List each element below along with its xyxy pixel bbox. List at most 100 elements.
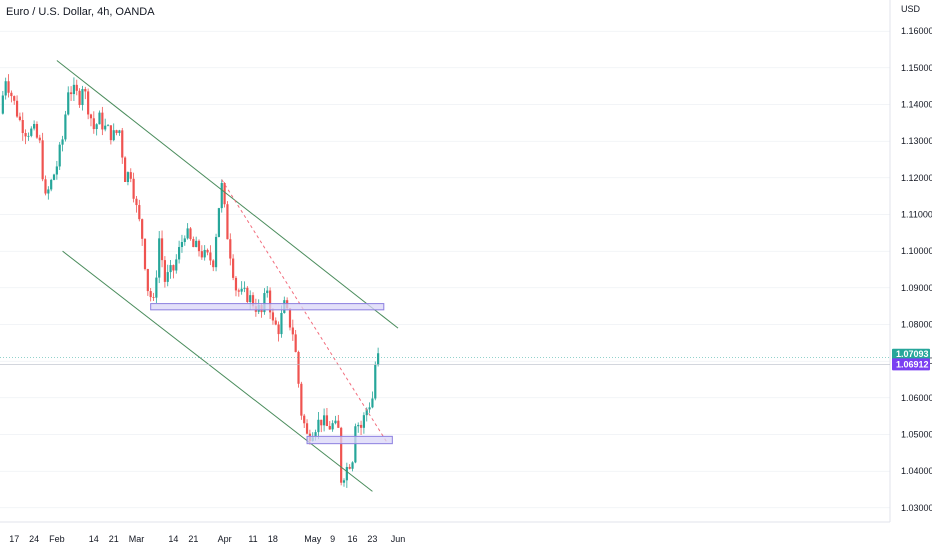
candle-body — [214, 236, 218, 268]
candle-body — [351, 462, 354, 469]
grid — [0, 30, 890, 545]
candle-body — [160, 238, 164, 261]
candle-body — [323, 415, 326, 426]
candle-body — [55, 166, 58, 175]
candle-body — [95, 124, 98, 130]
support-zone — [306, 435, 393, 445]
candle-body — [89, 114, 93, 119]
candle-body — [180, 242, 184, 248]
candle-body — [98, 112, 101, 125]
candle-body — [143, 238, 147, 270]
channel-upper-line — [56, 60, 399, 329]
candle-body — [377, 353, 380, 365]
drawings[interactable] — [56, 60, 399, 492]
candle-body — [175, 259, 178, 271]
candle-body — [291, 327, 294, 335]
time-tick-label: 14 — [168, 534, 178, 544]
resistance-zone — [150, 303, 385, 311]
candle-body — [10, 92, 13, 97]
candle-body — [243, 287, 246, 289]
symbol-title: Euro / U.S. Dollar, 4h, OANDA — [6, 6, 155, 18]
price-tick-label: 1.10000 — [901, 246, 932, 256]
price-tick-label: 1.15000 — [901, 63, 932, 73]
time-tick-label: 17 — [9, 534, 19, 544]
candle-body — [47, 189, 50, 194]
candle-body — [138, 205, 141, 220]
candle-body — [132, 178, 135, 199]
candle-body — [325, 415, 329, 427]
candle-body — [75, 84, 78, 91]
candle-body — [320, 419, 323, 426]
candle-body — [129, 172, 132, 179]
candle-body — [357, 424, 360, 427]
candles — [1, 74, 380, 488]
candle-body — [41, 140, 44, 180]
candle-body — [123, 157, 127, 182]
candle-body — [104, 125, 107, 130]
candle-body — [155, 277, 158, 298]
price-tick-label: 1.11000 — [901, 210, 932, 220]
candle-body — [226, 204, 229, 240]
candle-body — [212, 260, 215, 268]
candle-body — [87, 91, 90, 115]
candle-body — [183, 238, 186, 243]
time-tick-label: 16 — [348, 534, 358, 544]
candle-body — [220, 183, 223, 209]
candle-body — [280, 312, 283, 335]
price-tick-label: 1.16000 — [901, 26, 932, 36]
candle-body — [92, 118, 95, 130]
channel-lower-line — [62, 250, 373, 492]
time-tick-label: Jun — [391, 534, 406, 544]
currency-label: USD — [901, 4, 921, 14]
candle-body — [300, 383, 303, 416]
price-axis[interactable]: USD 1.16000 1.15000 1.14000 1.13000 1.12000 1.… — [889, 0, 932, 550]
time-tick-label: 14 — [89, 534, 99, 544]
candle-body — [354, 426, 357, 463]
level-price-tag — [892, 358, 930, 371]
candle-body — [169, 265, 172, 273]
candle-body — [15, 100, 19, 117]
current-price-value: 1.07093 — [896, 349, 929, 359]
time-tick-label: Apr — [218, 534, 232, 544]
candle-body — [277, 324, 280, 335]
candle-body — [303, 415, 306, 424]
candle-body — [112, 130, 115, 141]
candle-body — [232, 258, 235, 278]
candle-body — [362, 415, 366, 428]
candle-body — [274, 320, 277, 325]
time-axis[interactable]: 17 24 Feb 14 21 Mar 14 21 Apr 11 18 May 9 16 23 Jun — [0, 521, 932, 550]
candle-body — [186, 228, 189, 239]
time-tick-label: May — [304, 534, 322, 544]
candle-body — [126, 172, 130, 182]
candle-body — [217, 208, 221, 237]
candle-body — [33, 123, 36, 129]
time-tick-label: Mar — [129, 534, 145, 544]
candle-body — [1, 95, 4, 114]
candle-body — [109, 125, 112, 141]
candle-body — [368, 407, 371, 410]
candle-body — [263, 293, 266, 313]
candle-body — [163, 260, 166, 282]
time-tick-label: 9 — [330, 534, 335, 544]
candle-body — [118, 130, 121, 134]
time-tick-label: 11 — [248, 534, 257, 544]
candle-body — [69, 92, 73, 95]
candle-body — [345, 466, 348, 481]
candle-body — [288, 308, 292, 328]
candle-body — [331, 423, 334, 430]
candle-body — [178, 247, 181, 260]
candle-body — [337, 420, 340, 428]
candle-body — [374, 364, 377, 399]
candle-body — [209, 252, 212, 261]
candle-body — [121, 130, 124, 158]
candle-body — [271, 312, 275, 321]
candle-body — [30, 128, 33, 136]
candle-body — [135, 198, 138, 206]
candle-body — [314, 432, 317, 438]
time-tick-label: 21 — [109, 534, 119, 544]
candle-body — [317, 419, 320, 433]
price-tick-label: 1.03000 — [901, 503, 932, 513]
candle-body — [229, 239, 232, 259]
time-tick-label: 23 — [367, 534, 377, 544]
